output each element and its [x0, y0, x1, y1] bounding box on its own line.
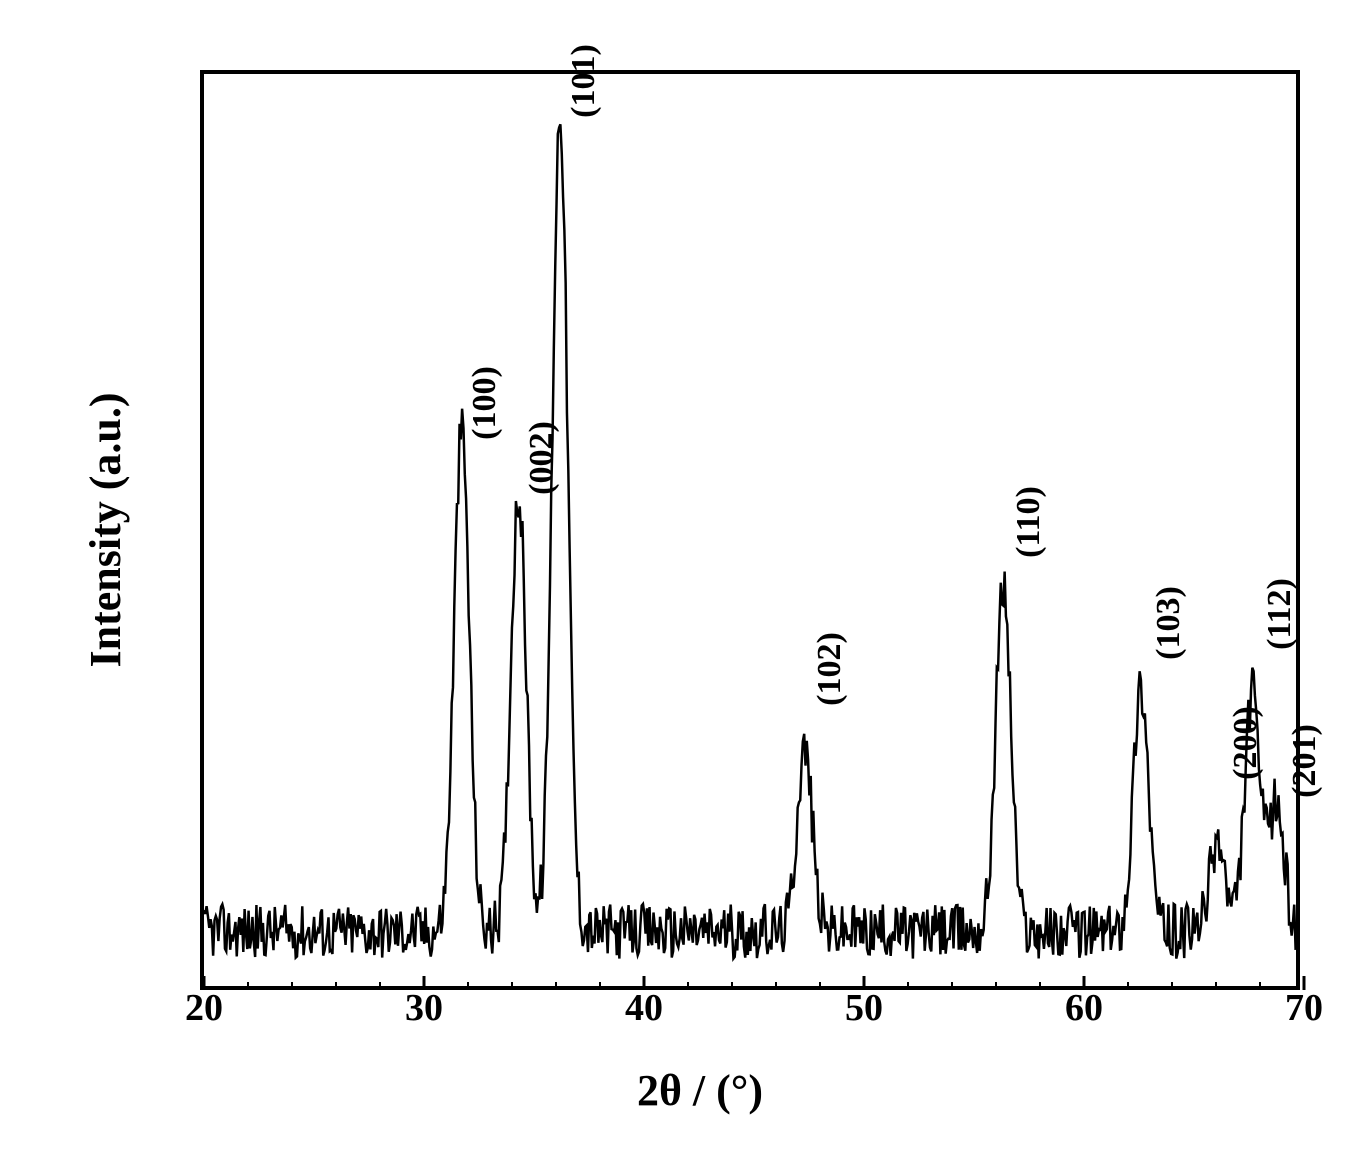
peak-label: (102) [811, 633, 849, 707]
peak-label: (002) [523, 421, 561, 495]
x-tick-label: 30 [405, 986, 443, 1030]
x-tick-mark-minor [379, 982, 381, 990]
x-tick-mark-minor [1039, 982, 1041, 990]
x-tick-mark-minor [291, 982, 293, 990]
x-tick-label: 60 [1065, 986, 1103, 1030]
x-tick-mark-minor [1127, 982, 1129, 990]
peak-label: (100) [465, 366, 503, 440]
plot-area: (100)(002)(101)(102)(110)(103)(200)(112)… [200, 70, 1300, 990]
x-tick-mark-minor [1171, 982, 1173, 990]
x-tick-label: 20 [185, 986, 223, 1030]
x-tick-mark-minor [467, 982, 469, 990]
x-tick-mark-minor [511, 982, 513, 990]
x-tick-mark-minor [775, 982, 777, 990]
x-tick-mark-minor [1259, 982, 1261, 990]
x-tick-mark-minor [1215, 982, 1217, 990]
x-tick-mark-minor [555, 982, 557, 990]
xrd-spectrum-line [204, 74, 1296, 986]
x-tick-mark-minor [247, 982, 249, 990]
x-tick-mark-minor [731, 982, 733, 990]
x-tick-mark-minor [951, 982, 953, 990]
x-tick-mark-minor [687, 982, 689, 990]
peak-label: (103) [1150, 587, 1188, 661]
x-tick-label: 70 [1285, 986, 1323, 1030]
x-axis-label: 2θ / (°) [80, 1065, 1320, 1116]
x-tick-label: 50 [845, 986, 883, 1030]
peak-label: (201) [1286, 725, 1324, 799]
xrd-chart: Intensity (a.u.) (100) (002) (101) (102) (11… [80, 40, 1320, 1116]
peak-label: (101) [564, 44, 602, 118]
x-tick-mark-minor [907, 982, 909, 990]
x-tick-mark-minor [335, 982, 337, 990]
peak-label: (112) [1261, 578, 1299, 650]
x-tick-label: 40 [625, 986, 663, 1030]
x-tick-mark-minor [599, 982, 601, 990]
peak-label: (110) [1010, 486, 1048, 558]
peak-label: (200) [1227, 706, 1265, 780]
x-tick-mark-minor [995, 982, 997, 990]
y-axis-label: Intensity (a.u.) [80, 392, 131, 667]
x-tick-mark-minor [819, 982, 821, 990]
